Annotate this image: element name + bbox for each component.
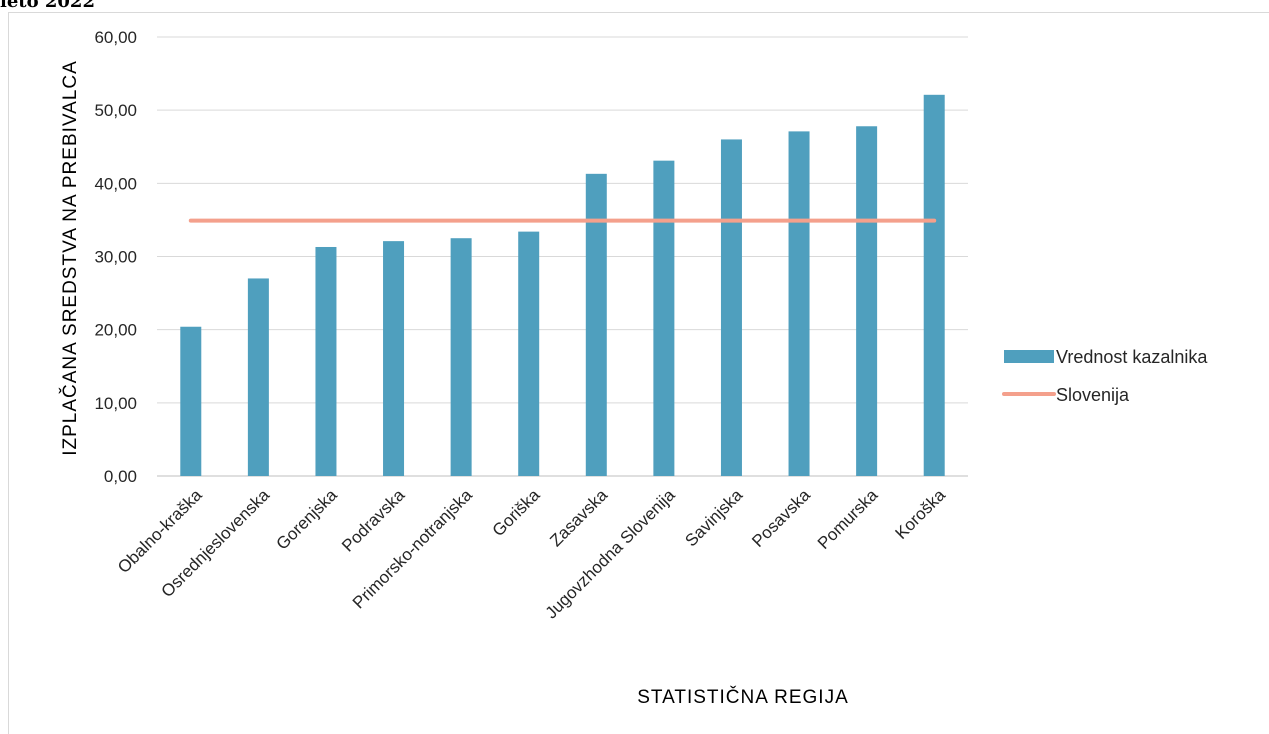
x-tick-label: Podravska: [338, 485, 409, 556]
y-tick-label: 0,00: [104, 467, 137, 486]
x-tick-label: Posavska: [748, 485, 814, 551]
x-axis-title: STATISTIČNA REGIJA: [637, 686, 849, 708]
bar-series: [180, 94, 945, 477]
bar: [923, 94, 945, 476]
y-axis-title: IZPLAČANA SREDSTVA NA PREBIVALCA: [59, 60, 81, 456]
x-tick-label: Savinjska: [681, 485, 746, 550]
bar: [653, 160, 675, 476]
gridlines: [157, 36, 968, 477]
y-tick-label: 60,00: [94, 28, 137, 47]
chart-title-fragment: leto 2022: [0, 0, 95, 12]
x-tick-label: Jugovzhodna Slovenija: [542, 485, 679, 622]
bar: [585, 173, 607, 477]
y-tick-label: 30,00: [94, 248, 137, 267]
x-tick-label: Gorenjska: [273, 485, 342, 554]
y-tick-label: 20,00: [94, 321, 137, 340]
legend-swatch-bar: [1004, 350, 1054, 363]
bar: [518, 231, 540, 476]
legend: Vrednost kazalnika Slovenija: [1002, 347, 1208, 405]
bar: [450, 238, 472, 476]
x-tick-label: Pomurska: [814, 485, 882, 553]
legend-label-bar: Vrednost kazalnika: [1056, 347, 1208, 367]
bar: [788, 131, 810, 476]
y-tick-label: 10,00: [94, 394, 137, 413]
bar: [383, 241, 405, 476]
bar: [180, 326, 202, 476]
x-tick-label: Zasavska: [546, 485, 611, 550]
bar: [856, 126, 878, 476]
x-tick-label: Goriška: [489, 485, 544, 540]
chart-frame: [8, 12, 1269, 734]
y-tick-labels: 0,00 10,00 20,00 30,00 40,00 50,00 60,00: [94, 28, 137, 486]
x-tick-label: Primorsko-notranjska: [349, 485, 476, 612]
bar: [720, 139, 742, 476]
y-tick-label: 40,00: [94, 174, 137, 193]
bar: [247, 278, 269, 476]
x-tick-label: Koroška: [891, 485, 949, 543]
y-tick-label: 50,00: [94, 101, 137, 120]
legend-label-line: Slovenija: [1056, 385, 1130, 405]
bar: [315, 246, 337, 476]
